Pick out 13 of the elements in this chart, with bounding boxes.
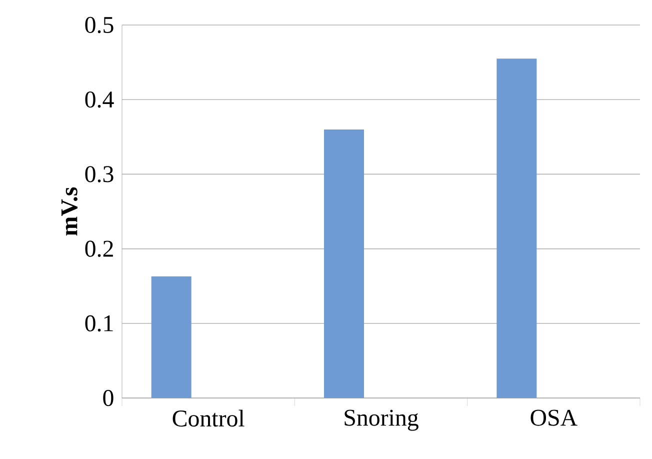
x-tick-label: Control [172, 410, 244, 427]
y-tick-label: 0.4 [85, 91, 114, 108]
y-tick-label: 0.3 [85, 166, 114, 182]
y-tick-label: 0 [103, 390, 114, 406]
y-tick-label: 0.2 [85, 240, 113, 257]
y-tick-label: 0.1 [85, 315, 113, 332]
bar [324, 129, 364, 398]
y-tick-label: 0.5 [85, 16, 114, 34]
x-tick-label: Snoring [344, 410, 418, 431]
bar [496, 58, 537, 398]
bar [151, 276, 192, 398]
x-tick-label: OSA [530, 410, 578, 426]
y-axis-title: mV.s [61, 187, 78, 236]
